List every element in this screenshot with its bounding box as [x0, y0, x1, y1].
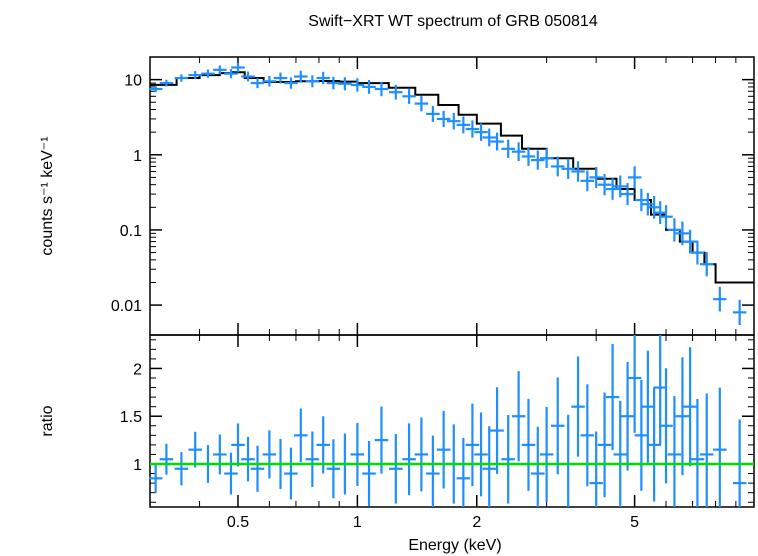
bottom-y-tick-label: 1.5 — [120, 409, 142, 426]
ratio-data-points — [148, 335, 747, 507]
chart-title: Swift−XRT WT spectrum of GRB 050814 — [308, 13, 598, 30]
bottom-y-tick-label: 2 — [133, 361, 142, 378]
spectrum-data-points — [148, 62, 747, 325]
top-y-tick-label: 1 — [133, 148, 142, 165]
top-y-tick-label: 10 — [124, 73, 142, 90]
top-plot-frame — [149, 56, 755, 336]
top-panel: 10 1 0.1 0.01 counts s⁻¹ keV⁻¹ — [39, 56, 755, 347]
bottom-panel: 11.52 0.5 1 2 5 ratio Energy (keV) — [39, 334, 755, 554]
top-y-tick-label: 0.01 — [111, 298, 142, 315]
bottom-y-axis: 11.52 — [120, 339, 754, 503]
model-step-line-path — [150, 71, 754, 284]
top-y-axis-label: counts s⁻¹ keV⁻¹ — [39, 136, 56, 255]
top-y-tick-label: 0.1 — [120, 223, 142, 240]
bottom-plot-frame — [149, 334, 755, 508]
x-tick-label: 1 — [353, 514, 362, 531]
x-tick-label: 0.5 — [227, 514, 249, 531]
x-axis-label: Energy (keV) — [408, 537, 501, 554]
bottom-x-axis: 0.5 1 2 5 — [149, 495, 737, 531]
bottom-y-tick-label: 1 — [133, 457, 142, 474]
top-y-axis: 10 1 0.1 0.01 — [111, 56, 754, 315]
x-tick-label: 2 — [472, 514, 481, 531]
x-tick-label: 5 — [630, 514, 639, 531]
model-step-line — [150, 71, 754, 284]
bottom-y-axis-label: ratio — [39, 405, 56, 436]
